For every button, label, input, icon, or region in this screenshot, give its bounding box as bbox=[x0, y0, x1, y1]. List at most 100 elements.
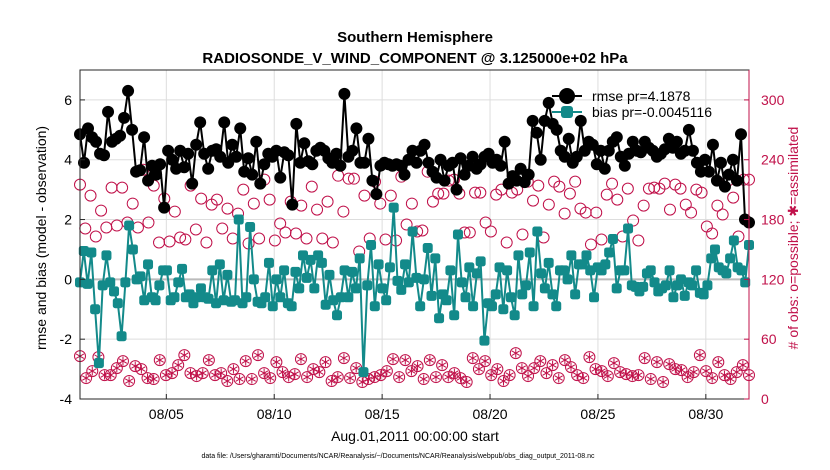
obs-assimilated-star-107-2 bbox=[732, 369, 741, 375]
rmse-point-65 bbox=[334, 159, 347, 172]
bias-point-56 bbox=[286, 301, 297, 312]
bias-point-70 bbox=[339, 265, 350, 276]
bias-point-129 bbox=[562, 274, 573, 285]
obs-assimilated-point-71 bbox=[509, 347, 522, 360]
obs-assimilated-point-44 bbox=[344, 372, 357, 385]
bias-point-52 bbox=[271, 274, 282, 285]
bias-point-162 bbox=[687, 280, 698, 291]
obs-assimilated-star-102-2 bbox=[701, 368, 711, 374]
obs-assimilated-ring-63 bbox=[460, 376, 473, 389]
bias-point-144 bbox=[619, 265, 630, 276]
obs-assimilated-ring-100 bbox=[687, 366, 700, 379]
bias-point-157 bbox=[668, 292, 679, 303]
obs-assimilated-ring-78 bbox=[552, 372, 565, 385]
bias-point-136 bbox=[589, 292, 600, 303]
obs-possible-point-33 bbox=[247, 197, 260, 210]
bias-point-100 bbox=[452, 229, 463, 240]
obs-possible-point-119 bbox=[700, 220, 713, 233]
bias-point-139 bbox=[600, 259, 611, 270]
obs-possible-point-98 bbox=[590, 206, 603, 219]
obs-possible-point-18 bbox=[168, 205, 181, 218]
obs-assimilated-point-77 bbox=[546, 359, 559, 372]
obs-assimilated-ring-19 bbox=[190, 370, 203, 383]
obs-assimilated-star-58-2 bbox=[431, 374, 441, 380]
rmse-point-136 bbox=[618, 159, 631, 172]
legend-bias-label: bias pr=-0.0045116 bbox=[592, 104, 712, 120]
obs-assimilated-star-97-2 bbox=[671, 366, 680, 372]
obs-possible-point-75 bbox=[469, 186, 482, 199]
obs-assimilated-star-57-2 bbox=[425, 357, 434, 363]
obs-assimilated-ring-27 bbox=[239, 355, 252, 368]
obs-assimilated-ring-7 bbox=[116, 355, 129, 368]
y2-tick-label-4: 240 bbox=[761, 152, 785, 168]
bias-point-117 bbox=[517, 289, 528, 300]
obs-assimilated-ring-29 bbox=[251, 349, 264, 362]
obs-assimilated-point-10 bbox=[135, 363, 148, 376]
obs-assimilated-ring-48 bbox=[368, 371, 381, 384]
obs-possible-point-97 bbox=[584, 238, 597, 251]
rmse-point-115 bbox=[534, 153, 547, 166]
obs-assimilated-star-21-2 bbox=[204, 357, 214, 363]
obs-assimilated-star-78-2 bbox=[554, 375, 563, 381]
obs-assimilated-star-103-2 bbox=[708, 375, 717, 381]
obs-assimilated-star-71-2 bbox=[511, 350, 520, 356]
y-tick-label-5: 6 bbox=[64, 92, 72, 108]
bias-point-31 bbox=[192, 292, 203, 303]
obs-assimilated-ring-73 bbox=[522, 370, 535, 383]
obs-possible-point-22 bbox=[189, 223, 202, 236]
obs-assimilated-ring-2 bbox=[86, 365, 99, 378]
obs-assimilated-ring-79 bbox=[558, 354, 571, 367]
obs-assimilated-ring-68 bbox=[491, 363, 504, 376]
rmse-point-52 bbox=[282, 149, 295, 162]
obs-assimilated-ring-23 bbox=[215, 367, 228, 380]
bias-point-114 bbox=[505, 292, 516, 303]
bias-point-72 bbox=[347, 266, 358, 277]
obs-assimilated-star-47-2 bbox=[364, 376, 373, 382]
bias-point-160 bbox=[679, 290, 690, 301]
bias-point-59 bbox=[298, 250, 308, 261]
rmse-point-27 bbox=[182, 147, 195, 160]
bias-point-45 bbox=[245, 222, 256, 233]
obs-possible-point-101 bbox=[606, 177, 619, 190]
obs-assimilated-point-42 bbox=[331, 371, 344, 384]
obs-assimilated-ring-62 bbox=[454, 372, 467, 385]
bias-point-2 bbox=[82, 278, 93, 289]
obs-assimilated-point-14 bbox=[159, 369, 172, 382]
obs-assimilated-ring-71 bbox=[509, 347, 522, 360]
obs-possible-point-106 bbox=[632, 234, 645, 247]
obs-assimilated-point-37 bbox=[301, 371, 314, 384]
bias-point-115 bbox=[509, 310, 520, 321]
bias-point-111 bbox=[494, 262, 505, 273]
rmse-point-165 bbox=[734, 128, 747, 141]
rmse-point-44 bbox=[250, 135, 263, 148]
bias-point-171 bbox=[721, 268, 732, 279]
bias-point-32 bbox=[195, 283, 206, 294]
bias-point-159 bbox=[675, 274, 686, 285]
bias-point-116 bbox=[513, 250, 524, 261]
bias-point-17 bbox=[139, 295, 150, 306]
obs-assimilated-point-107 bbox=[730, 366, 743, 379]
bias-point-27 bbox=[177, 263, 188, 274]
obs-assimilated-ring-39 bbox=[313, 366, 326, 379]
rmse-point-43 bbox=[246, 168, 259, 181]
obs-assimilated-ring-13 bbox=[153, 354, 166, 367]
obs-assimilated-star-56-2 bbox=[419, 376, 428, 382]
obs-assimilated-point-35 bbox=[288, 368, 301, 381]
obs-assimilated-ring-83 bbox=[583, 351, 596, 364]
bias-point-73 bbox=[350, 283, 361, 294]
rmse-point-45 bbox=[254, 177, 267, 190]
obs-possible-point-36 bbox=[263, 193, 276, 206]
bias-point-23 bbox=[161, 265, 172, 276]
obs-assimilated-point-60 bbox=[442, 371, 455, 384]
obs-assimilated-ring-95 bbox=[657, 376, 670, 389]
bias-point-25 bbox=[169, 292, 180, 303]
rmse-point-64 bbox=[330, 147, 343, 160]
obs-possible-point-31 bbox=[237, 183, 250, 196]
obs-assimilated-point-5 bbox=[104, 369, 117, 382]
obs-assimilated-ring-1 bbox=[80, 372, 93, 385]
bias-point-65 bbox=[320, 299, 331, 310]
rmse-point-54 bbox=[290, 117, 303, 130]
bias-point-172 bbox=[725, 253, 736, 264]
obs-assimilated-ring-67 bbox=[485, 369, 498, 382]
obs-assimilated-star-86-2 bbox=[603, 373, 612, 379]
